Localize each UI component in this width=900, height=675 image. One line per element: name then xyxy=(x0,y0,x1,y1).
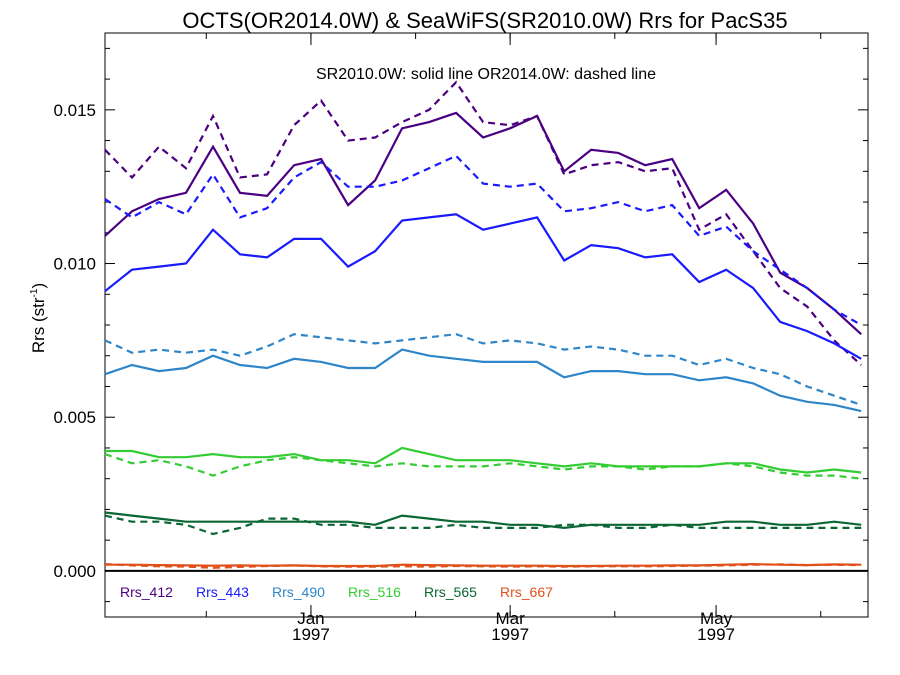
y-tick-label: 0.005 xyxy=(53,408,96,427)
legend-rrs-443: Rrs_443 xyxy=(196,584,249,600)
y-axis-label-superscript: -1 xyxy=(29,288,40,297)
rrs-490-dashed-line xyxy=(104,333,862,406)
rrs-412-solid-line xyxy=(104,111,862,336)
y-axis-label: Rrs (str-1) xyxy=(29,283,48,353)
plot-area: 0.0000.0050.0100.015Jan1997Mar1997May199… xyxy=(53,32,869,644)
y-axis-label-main: Rrs (str xyxy=(29,297,48,353)
x-tick-label-month: Jan xyxy=(297,609,324,628)
x-tick-label-month: May xyxy=(700,609,733,628)
rrs-443-dashed-line xyxy=(104,154,862,326)
plot-frame xyxy=(104,32,869,618)
x-tick-label-year: 1997 xyxy=(491,625,529,644)
rrs-516-solid-line xyxy=(105,446,862,474)
legend-rrs-667: Rrs_667 xyxy=(500,584,553,600)
rrs-565-solid-line xyxy=(104,511,862,530)
x-tick-label-year: 1997 xyxy=(292,625,330,644)
chart-title: OCTS(OR2014.0W) & SeaWiFS(SR2010.0W) Rrs… xyxy=(182,8,787,33)
x-tick-label-year: 1997 xyxy=(697,625,735,644)
y-tick-label: 0.015 xyxy=(53,101,96,120)
rrs-490-solid-line xyxy=(104,348,862,413)
x-tick-label-month: Mar xyxy=(495,609,525,628)
rrs-516-dashed-line xyxy=(104,453,862,480)
rrs-443-solid-line xyxy=(104,213,862,360)
legend-rrs-490: Rrs_490 xyxy=(272,584,325,600)
y-tick-label: 0.000 xyxy=(53,562,96,581)
legend-rrs-565: Rrs_565 xyxy=(424,584,477,600)
legend-rrs-412: Rrs_412 xyxy=(120,584,173,600)
rrs-667-solid-line xyxy=(105,562,862,568)
legend-rrs-516: Rrs_516 xyxy=(348,584,401,600)
y-axis-label-close: ) xyxy=(29,283,48,289)
line-style-annotation: SR2010.0W: solid line OR2014.0W: dashed … xyxy=(316,66,656,83)
rrs-412-dashed-line xyxy=(104,80,862,366)
rrs-565-dashed-line xyxy=(104,514,862,536)
y-tick-label: 0.010 xyxy=(53,255,96,274)
